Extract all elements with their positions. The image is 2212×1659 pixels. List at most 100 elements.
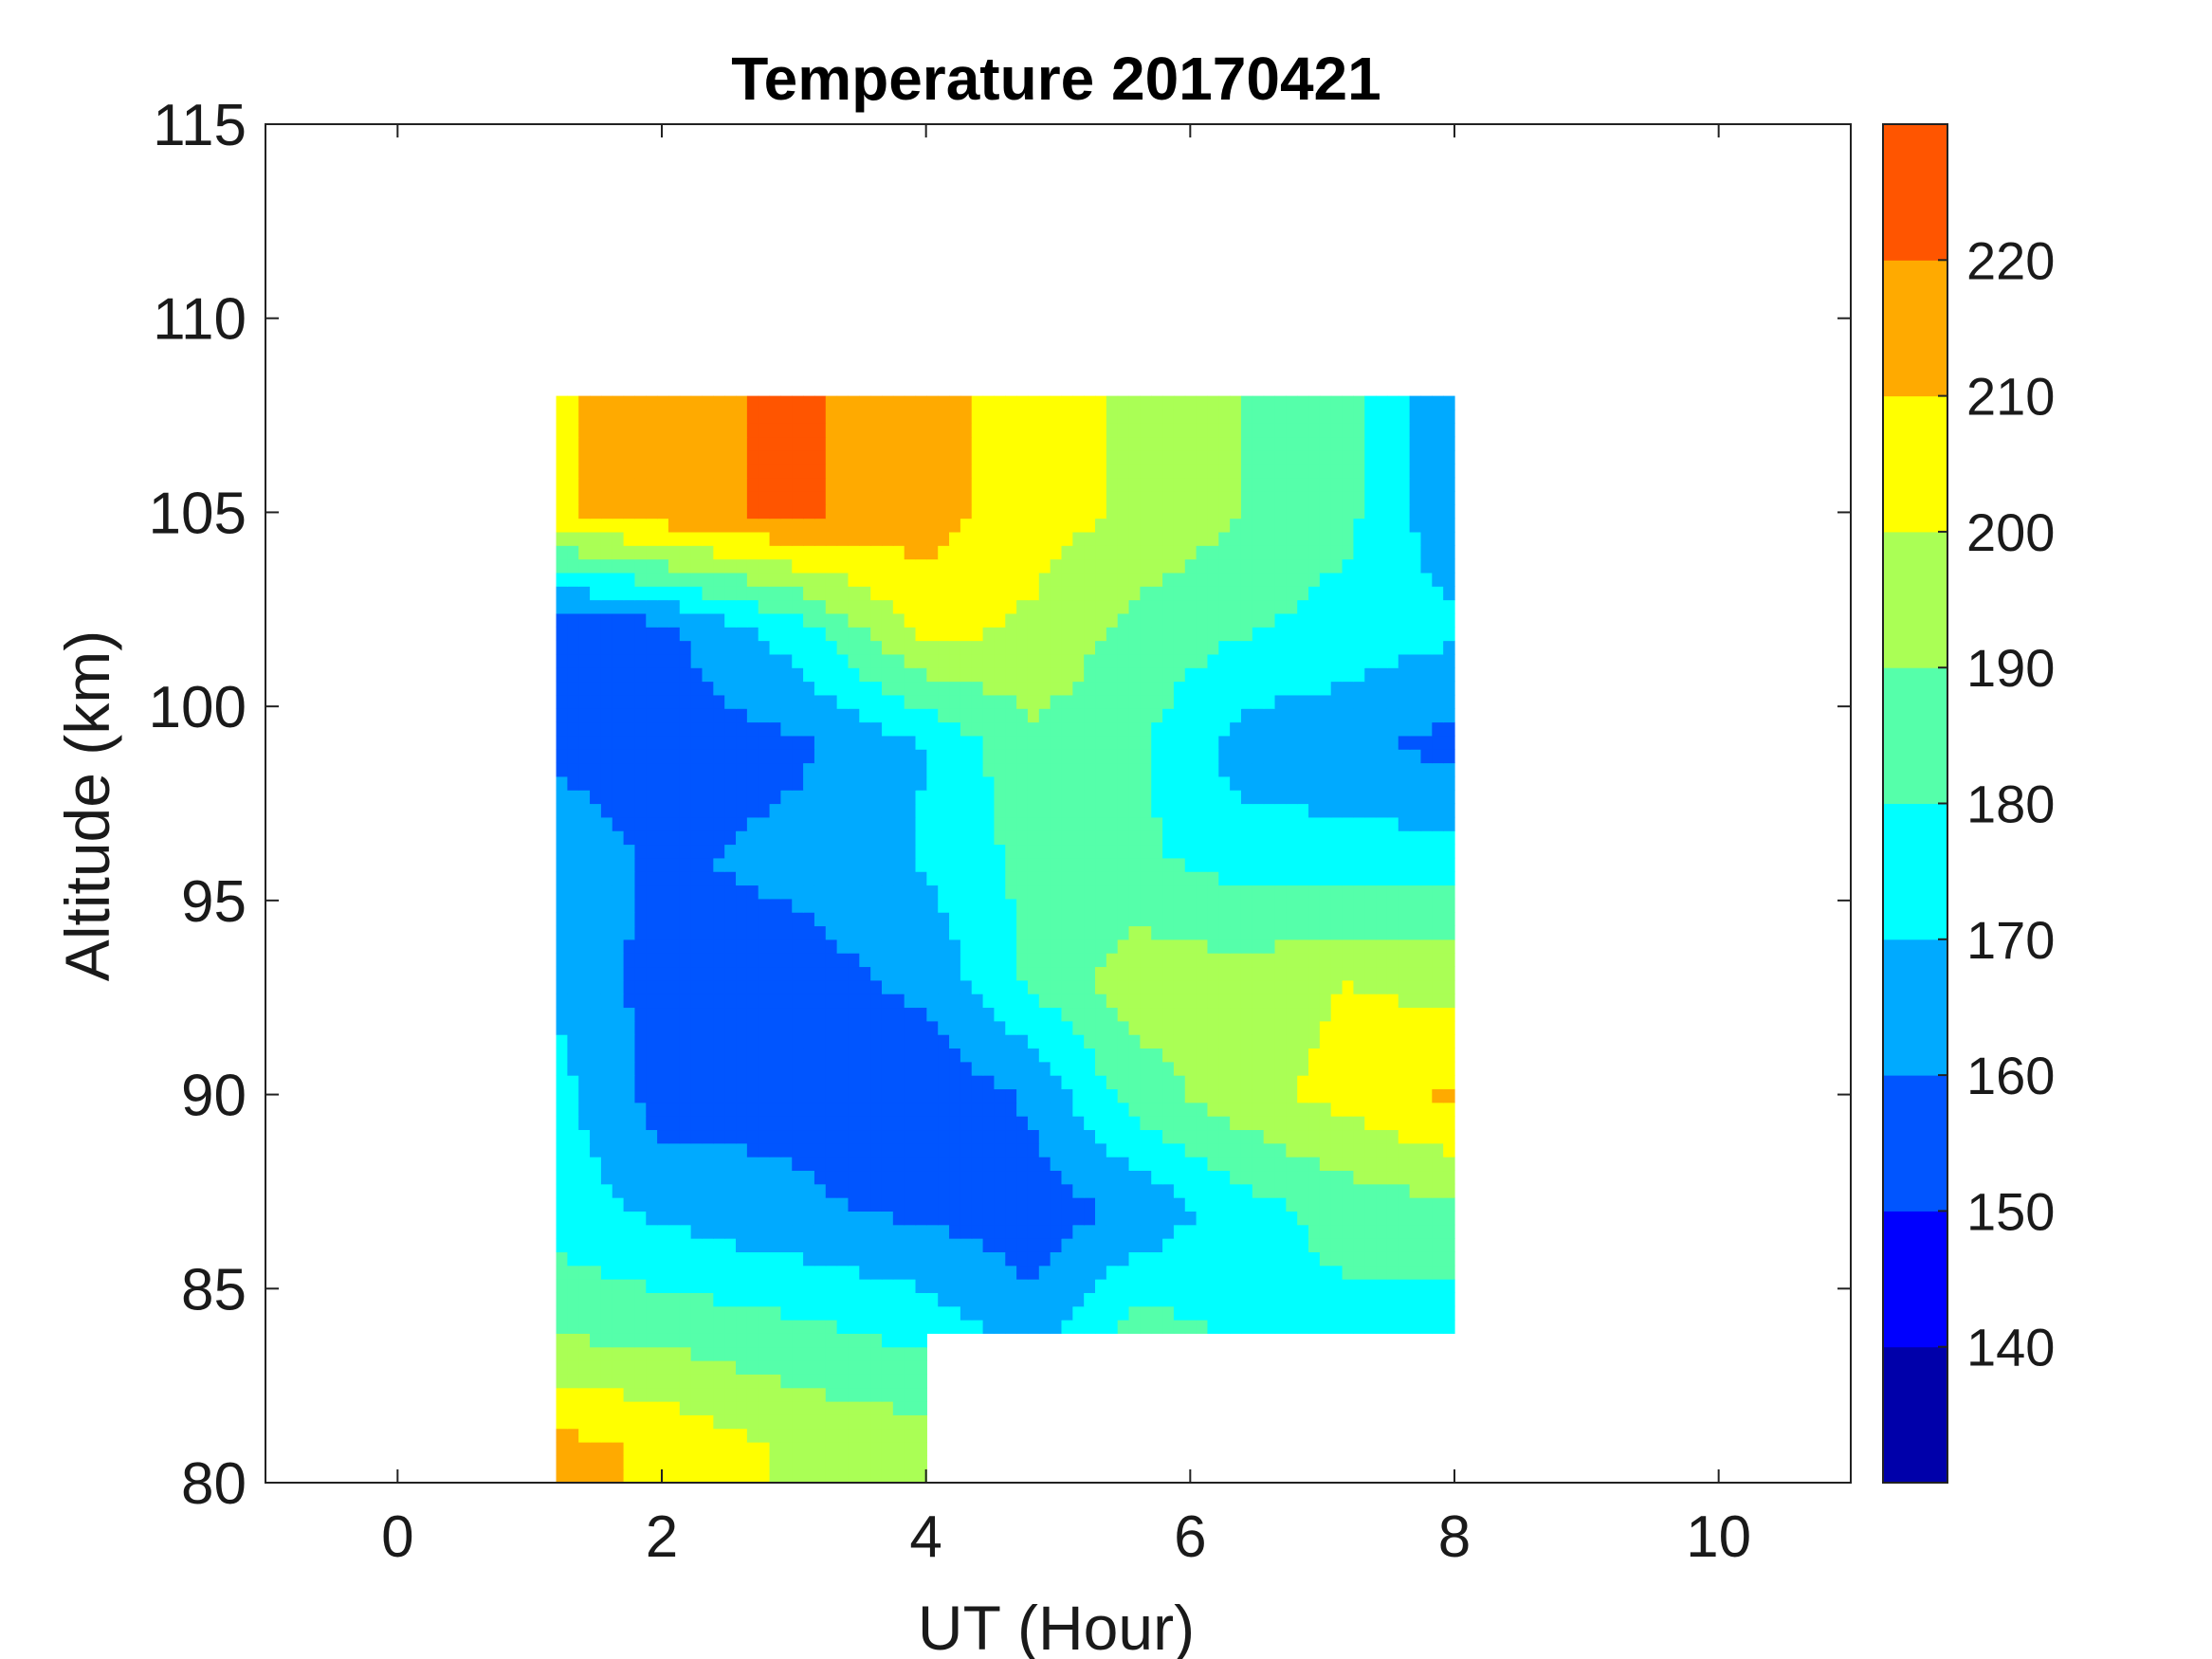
- contour-cell: [1162, 1197, 1175, 1212]
- contour-cell: [646, 1034, 658, 1049]
- contour-cell: [1027, 1157, 1040, 1172]
- contour-cell: [1184, 830, 1197, 846]
- contour-cell: [938, 939, 950, 954]
- contour-cell: [1016, 803, 1029, 818]
- contour-cell: [1072, 1251, 1085, 1267]
- contour-cell: [769, 830, 781, 846]
- contour-cell: [600, 1374, 613, 1389]
- contour-cell: [1286, 979, 1298, 994]
- contour-cell: [780, 640, 793, 655]
- contour-cell: [870, 884, 883, 900]
- contour-cell: [713, 1251, 725, 1267]
- contour-cell: [803, 790, 815, 805]
- contour-cell: [1297, 653, 1309, 668]
- contour-cell: [1230, 1102, 1242, 1117]
- contour-cell: [1016, 749, 1029, 764]
- contour-cell: [1151, 994, 1163, 1009]
- contour-cell: [1230, 1170, 1242, 1185]
- contour-cell: [667, 1170, 681, 1185]
- contour-cell: [971, 749, 984, 764]
- contour-cell: [724, 1048, 737, 1063]
- contour-cell: [1376, 1007, 1388, 1022]
- contour-cell: [590, 586, 602, 601]
- contour-cell: [825, 857, 838, 872]
- contour-cell: [859, 898, 871, 913]
- contour-cell: [994, 1251, 1006, 1267]
- contour-cell: [1274, 667, 1287, 683]
- contour-cell: [1274, 1320, 1287, 1334]
- contour-cell: [825, 1197, 838, 1212]
- contour-cell: [556, 1197, 568, 1212]
- contour-cell: [590, 939, 602, 954]
- contour-cell: [769, 1170, 781, 1185]
- contour-cell: [892, 653, 905, 668]
- contour-cell: [1207, 775, 1219, 791]
- contour-cell: [736, 1142, 748, 1158]
- contour-cell: [870, 844, 883, 859]
- contour-cell: [1095, 925, 1107, 940]
- contour-cell: [746, 1238, 759, 1252]
- contour-cell: [1398, 966, 1411, 981]
- contour-cell: [1274, 1183, 1287, 1198]
- contour-cell: [769, 627, 781, 642]
- contour-cell: [736, 1157, 748, 1172]
- contour-cell: [746, 871, 759, 886]
- contour-cell: [634, 898, 647, 913]
- contour-cell: [792, 667, 804, 683]
- contour-cell: [769, 994, 781, 1009]
- contour-cell: [556, 1387, 568, 1402]
- contour-cell: [994, 844, 1006, 859]
- contour-cell: [556, 912, 568, 927]
- contour-cell: [1342, 1048, 1355, 1063]
- contour-cell: [1286, 572, 1298, 587]
- contour-cell: [1240, 1305, 1253, 1321]
- contour-cell: [578, 844, 591, 859]
- contour-cell: [949, 1020, 961, 1035]
- contour-cell: [904, 572, 917, 587]
- contour-cell: [646, 1360, 658, 1375]
- contour-cell: [1128, 1034, 1141, 1049]
- contour-cell: [1140, 1088, 1152, 1103]
- contour-cell: [994, 1102, 1006, 1117]
- contour-cell: [892, 979, 905, 994]
- contour-cell: [1263, 545, 1276, 560]
- contour-cell: [769, 1061, 781, 1076]
- contour-cell: [825, 1428, 838, 1443]
- contour-cell: [590, 572, 602, 587]
- contour-cell: [1005, 762, 1017, 777]
- contour-cell: [679, 1279, 692, 1293]
- contour-cell: [769, 1305, 781, 1321]
- contour-cell: [1016, 558, 1029, 574]
- contour-cell: [713, 1279, 725, 1293]
- contour-cell: [758, 1468, 771, 1484]
- contour-cell: [590, 1387, 602, 1402]
- contour-cell: [713, 558, 725, 574]
- contour-cell: [713, 898, 725, 913]
- contour-cell: [904, 1197, 917, 1212]
- contour-cell: [690, 1401, 704, 1415]
- contour-cell: [578, 1333, 591, 1348]
- contour-cell: [713, 1197, 725, 1212]
- contour-cell: [1252, 1305, 1265, 1321]
- contour-cell: [1162, 721, 1175, 737]
- contour-cell: [578, 1442, 591, 1456]
- contour-cell: [1398, 830, 1411, 846]
- contour-cell: [1128, 558, 1141, 574]
- contour-cell: [1106, 1265, 1119, 1280]
- contour-cell: [657, 1292, 669, 1307]
- contour-cell: [938, 1007, 950, 1022]
- contour-cell: [780, 790, 793, 805]
- contour-cell: [870, 816, 883, 831]
- contour-cell: [634, 1224, 647, 1239]
- contour-cell: [870, 775, 883, 791]
- contour-cell: [1263, 830, 1276, 846]
- contour-cell: [848, 1292, 860, 1307]
- contour-cell: [1443, 1034, 1455, 1049]
- contour-cell: [870, 939, 883, 954]
- contour-cell: [1230, 612, 1242, 628]
- contour-cell: [1240, 1251, 1253, 1267]
- contour-cell: [690, 1346, 704, 1361]
- contour-cell: [1207, 1305, 1219, 1321]
- contour-cell: [1207, 966, 1219, 981]
- contour-cell: [1095, 599, 1107, 614]
